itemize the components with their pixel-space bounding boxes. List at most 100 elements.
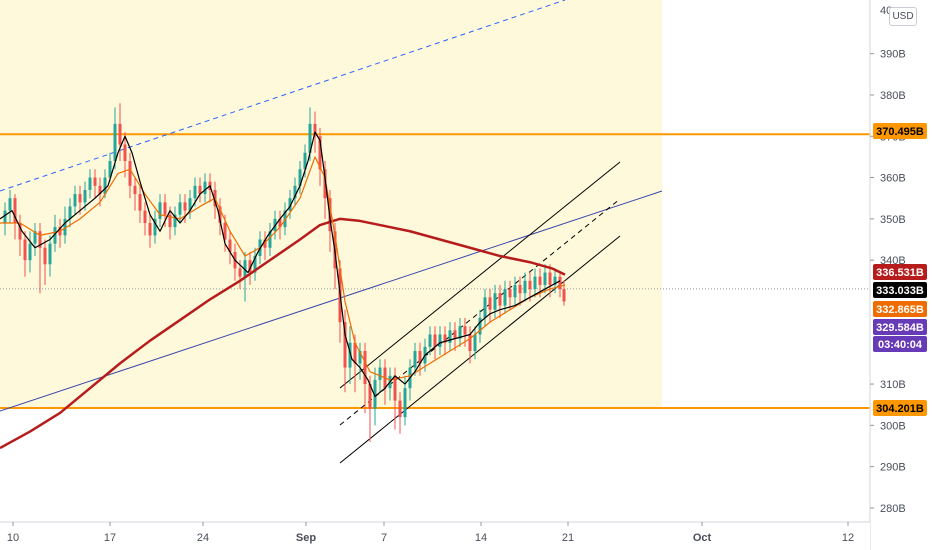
candle: [268, 222, 272, 257]
candle-body: [63, 218, 67, 236]
candle: [493, 284, 497, 318]
candle-body: [238, 268, 242, 277]
candle-body: [473, 334, 477, 352]
candle-body: [538, 276, 542, 285]
candle-body: [148, 222, 152, 236]
price-label: 329.584B: [873, 319, 927, 335]
candle-body: [173, 214, 177, 228]
candle-body: [308, 123, 312, 153]
candle: [348, 326, 352, 385]
candle: [123, 132, 127, 178]
candle: [518, 276, 522, 306]
candle-body: [268, 231, 272, 248]
price-label: 370.495B: [873, 123, 927, 139]
candle: [33, 222, 37, 257]
candle-body: [553, 276, 557, 285]
candle-body: [323, 169, 327, 199]
channel-mid-line[interactable]: [339, 198, 621, 426]
candle-body: [103, 177, 107, 195]
candle-body: [513, 284, 517, 298]
candle: [433, 326, 437, 360]
candle-body: [168, 214, 172, 228]
price-label-box: [873, 336, 927, 352]
price-label-text: 03:40:04: [878, 339, 923, 351]
candle-body: [493, 293, 497, 310]
upper-dashed-trendline[interactable]: [0, 0, 566, 192]
candle-body: [143, 210, 147, 223]
x-tick-label: 10: [7, 532, 19, 544]
price-label-box: [873, 319, 927, 335]
candle-body: [38, 231, 42, 248]
candle: [558, 272, 562, 298]
candle: [93, 169, 97, 199]
candle-body: [518, 284, 522, 294]
candle: [443, 326, 447, 356]
x-tick-label: 21: [562, 532, 574, 544]
channel-upper-line[interactable]: [339, 161, 621, 389]
time-axis[interactable]: [0, 522, 870, 550]
candle: [368, 375, 372, 442]
candle: [438, 326, 442, 356]
candle: [448, 322, 452, 352]
candle-body: [23, 239, 27, 261]
candle-body: [28, 243, 32, 261]
candle: [538, 268, 542, 298]
candle-body: [128, 161, 132, 186]
candle: [63, 206, 67, 244]
price-label-text: 370.495B: [876, 126, 924, 138]
candle-body: [43, 247, 47, 265]
candle: [228, 231, 232, 265]
candle: [508, 280, 512, 310]
candle-body: [113, 123, 117, 162]
candle: [73, 185, 77, 215]
price-label-box: [873, 301, 927, 317]
candle: [363, 342, 367, 413]
candle-body: [562, 289, 566, 302]
candle: [483, 289, 487, 327]
candle-body: [503, 289, 507, 306]
x-tick-label: 7: [381, 532, 387, 544]
candle: [458, 317, 462, 347]
candle: [148, 214, 152, 248]
candle-body: [93, 177, 97, 186]
candle-body: [483, 297, 487, 318]
candle: [153, 210, 157, 244]
candle: [3, 202, 7, 236]
y-tick-label: 380B: [880, 90, 906, 102]
candle-body: [558, 276, 562, 290]
candle-body: [88, 177, 92, 190]
ma-long-line: [0, 217, 566, 450]
candle-body: [228, 239, 232, 252]
y-tick-label: 300B: [880, 420, 906, 432]
candle: [543, 264, 547, 294]
candle: [293, 177, 297, 207]
currency-button[interactable]: USD: [889, 7, 917, 26]
candle: [263, 231, 267, 261]
candle-body: [448, 330, 452, 343]
candle-body: [48, 243, 52, 265]
candle-body: [198, 185, 202, 195]
candle: [278, 210, 282, 240]
candle-body: [278, 218, 282, 228]
candle: [253, 247, 257, 281]
candle: [398, 392, 402, 434]
candle: [168, 206, 172, 240]
candle: [353, 334, 357, 393]
candle-body: [348, 342, 352, 368]
x-tick-label: 24: [197, 532, 209, 544]
candle-body: [438, 334, 442, 347]
candle-body: [78, 194, 82, 203]
long-trendline[interactable]: [0, 190, 663, 412]
y-tick-label: 390B: [880, 49, 906, 61]
candle-body: [528, 280, 532, 290]
channel-lower-line[interactable]: [339, 235, 621, 464]
y-tick-label: 360B: [880, 173, 906, 185]
y-tick-label: 350B: [880, 214, 906, 226]
candle-body: [313, 123, 317, 137]
candle-body: [353, 342, 357, 364]
x-tick-label: 14: [475, 532, 487, 544]
candle-body: [368, 384, 372, 409]
candle-body: [433, 334, 437, 347]
candle: [68, 198, 72, 228]
